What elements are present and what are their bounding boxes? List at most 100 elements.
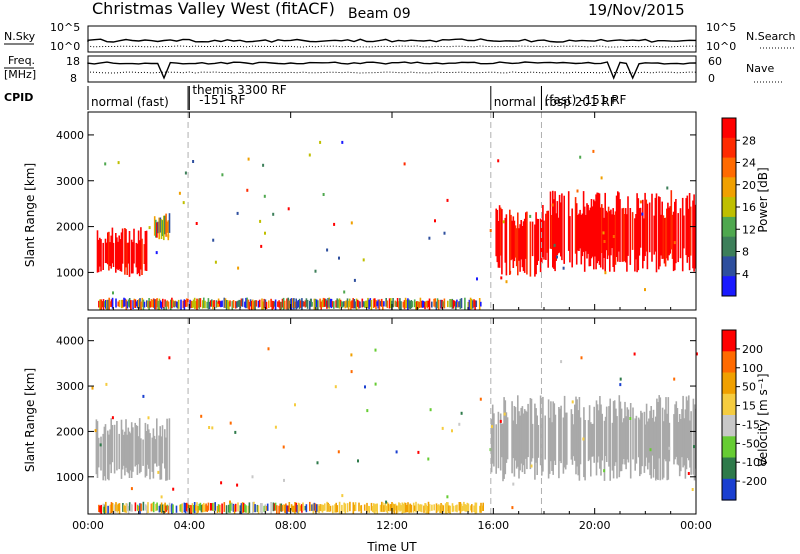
nave-label: Nave xyxy=(746,62,774,75)
power-data-bar xyxy=(407,298,409,310)
velocity-data-bar xyxy=(181,503,183,513)
power-data-bar xyxy=(225,300,228,310)
power-data-bar xyxy=(547,210,549,268)
power-data-bar xyxy=(385,298,387,307)
velocity-data-bar xyxy=(674,404,676,460)
velocity-data-bar xyxy=(352,502,355,514)
velocity-echo-point xyxy=(234,430,237,434)
velocity-data-bar xyxy=(418,504,421,512)
velocity-data-bar xyxy=(279,503,281,512)
velocity-data-bar xyxy=(461,505,464,511)
velocity-data-bar xyxy=(385,505,388,512)
velocity-data-bar xyxy=(632,407,634,460)
velocity-echo-point xyxy=(211,426,214,430)
power-data-bar xyxy=(107,299,109,310)
power-data-bar xyxy=(348,298,351,308)
power-data-bar xyxy=(227,300,229,309)
velocity-y-tick-label: 1000 xyxy=(56,471,84,484)
velocity-data-bar xyxy=(151,502,154,512)
power-data-bar xyxy=(569,216,571,263)
power-data-bar xyxy=(596,192,598,264)
power-data-bar xyxy=(319,298,321,308)
power-data-bar xyxy=(413,299,416,308)
power-data-bar xyxy=(141,238,143,275)
power-data-bar xyxy=(639,207,642,248)
power-data-bar xyxy=(447,300,449,308)
power-data-bar xyxy=(117,241,119,271)
velocity-data-bar xyxy=(284,504,286,513)
power-data-bar xyxy=(467,301,470,308)
velocity-data-bar xyxy=(600,404,602,476)
velocity-data-bar xyxy=(126,503,129,512)
power-data-bar xyxy=(333,301,335,309)
velocity-data-bar xyxy=(425,505,427,514)
velocity-data-bar xyxy=(167,505,170,514)
velocity-data-bar xyxy=(128,502,131,511)
power-echo-point xyxy=(221,173,224,177)
velocity-data-bar xyxy=(213,502,215,512)
velocity-data-bar xyxy=(338,501,341,514)
power-data-bar xyxy=(372,298,375,308)
power-data-bar xyxy=(177,299,180,309)
power-data-bar xyxy=(636,193,638,273)
velocity-colorbar: 200 100 50 15 -15 -50 -100 -200 xyxy=(721,329,767,501)
power-data-bar xyxy=(117,301,120,307)
velocity-data-bar xyxy=(185,502,188,512)
power-data-bar xyxy=(132,242,134,274)
power-data-bar xyxy=(405,299,408,309)
power-data-bar xyxy=(184,300,187,307)
power-time-markers xyxy=(187,112,542,310)
power-data-bar xyxy=(110,235,112,269)
power-data-bar xyxy=(522,221,525,272)
power-data-bar xyxy=(157,221,159,234)
power-data-bar xyxy=(587,204,589,254)
power-data-bar xyxy=(213,300,215,308)
velocity-data-bar xyxy=(104,424,107,481)
velocity-data-bar xyxy=(593,406,595,463)
velocity-data-bar xyxy=(438,504,440,511)
power-data-bar xyxy=(263,298,265,309)
velocity-data-bar xyxy=(192,505,195,513)
velocity-data-bar xyxy=(664,409,666,460)
power-data-bar xyxy=(654,197,657,252)
power-data-bar xyxy=(375,300,377,310)
power-data-bar xyxy=(191,301,194,308)
power-data-bar xyxy=(109,301,112,307)
velocity-data-bar xyxy=(587,420,590,462)
velocity-data-bar xyxy=(584,420,586,481)
freq-unit-label: [MHz] xyxy=(4,68,36,81)
power-data-bar xyxy=(124,228,126,275)
velocity-data-bar xyxy=(637,417,640,458)
power-data-bar xyxy=(359,301,361,308)
power-data-bar xyxy=(120,299,123,309)
power-data-bar xyxy=(140,301,142,310)
velocity-echo-point xyxy=(582,437,585,441)
power-data-bar xyxy=(97,239,100,273)
power-data-bar xyxy=(294,301,296,308)
power-echo-point xyxy=(353,278,356,282)
power-data-bar xyxy=(350,301,352,310)
power-data-bar xyxy=(536,218,538,265)
power-data-bar xyxy=(176,301,179,309)
velocity-data-bar xyxy=(665,397,667,462)
velocity-data-bar xyxy=(245,505,247,513)
power-data-bar xyxy=(451,298,454,309)
velocity-data-bar xyxy=(427,501,430,514)
power-echo-point xyxy=(612,235,615,238)
velocity-data-bar xyxy=(693,404,696,481)
velocity-data-bar xyxy=(534,403,536,480)
velocity-data-bar xyxy=(102,433,104,481)
power-data-bar xyxy=(518,228,520,261)
velocity-data-bar xyxy=(475,502,478,514)
power-data-bar xyxy=(219,300,221,307)
velocity-data-bar xyxy=(503,397,505,479)
power-echo-point xyxy=(214,260,217,264)
power-echo-point xyxy=(600,176,603,180)
velocity-data-bar xyxy=(353,504,356,512)
velocity-data-bar xyxy=(341,504,343,514)
velocity-data-bar xyxy=(480,502,482,513)
velocity-x-tick-label: 04:00 xyxy=(173,519,205,532)
power-data-bar xyxy=(378,299,381,310)
power-echo-point xyxy=(148,226,151,230)
power-colorbar-tick-label: 16 xyxy=(742,201,756,214)
